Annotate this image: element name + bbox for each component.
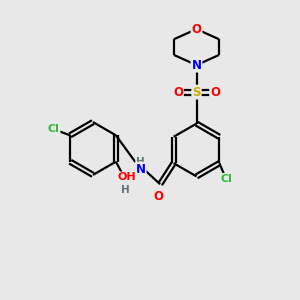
Text: H: H	[122, 185, 130, 195]
Text: Cl: Cl	[48, 124, 60, 134]
Text: O: O	[210, 85, 220, 99]
Text: O: O	[154, 190, 164, 203]
Text: OH: OH	[118, 172, 136, 182]
Text: Cl: Cl	[220, 174, 232, 184]
Text: N: N	[191, 58, 202, 72]
Text: O: O	[191, 22, 202, 36]
Text: N: N	[136, 163, 146, 176]
Text: S: S	[192, 85, 201, 99]
Text: O: O	[173, 85, 183, 99]
Text: H: H	[136, 157, 145, 167]
